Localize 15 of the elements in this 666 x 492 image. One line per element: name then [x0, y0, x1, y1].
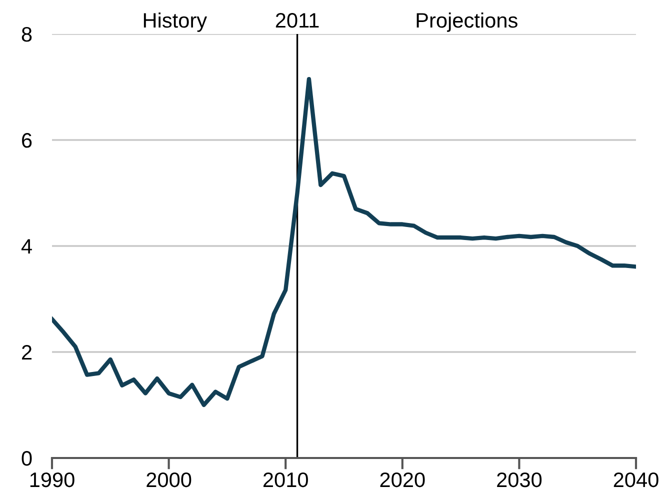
y-tick-label: 0: [22, 451, 32, 466]
x-tick-label: 2010: [263, 472, 308, 488]
x-tick-label: 2000: [146, 472, 192, 488]
text: Projections: [416, 12, 518, 32]
line-series: [52, 76, 636, 408]
ref-line-label: 2011: [276, 13, 319, 28]
x-tick-label: 2040: [614, 472, 658, 488]
x-tick-label: 2020: [380, 472, 425, 488]
y-tick-label: 2: [22, 345, 32, 360]
y-tick-label: 6: [22, 133, 32, 148]
y-tick-label: 8: [22, 27, 32, 42]
x-tick-label: 1990: [30, 472, 74, 488]
text: History: [144, 12, 208, 32]
y-tick-label: 4: [21, 239, 32, 254]
x-tick-label: 2030: [497, 472, 542, 488]
